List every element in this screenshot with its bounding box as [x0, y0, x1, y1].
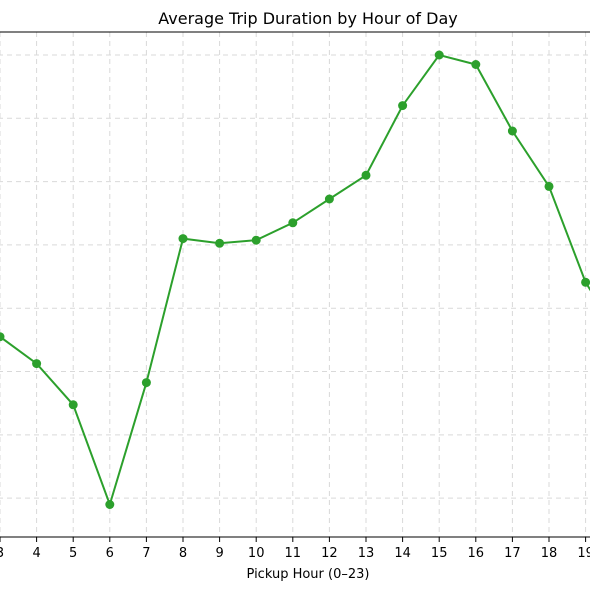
x-tick-label: 8: [179, 546, 187, 561]
data-point: [581, 277, 590, 287]
data-point: [178, 234, 188, 244]
data-point: [0, 332, 5, 342]
data-point: [288, 218, 298, 228]
x-tick-label: 17: [504, 546, 521, 561]
x-axis-title: Pickup Hour (0–23): [247, 567, 370, 582]
data-point: [361, 170, 371, 180]
x-tick-label: 7: [142, 546, 150, 561]
x-axis-ticks: 3 4 5 6 7 8 9 10 11 12 13 14 15 16 17 18 19: [0, 537, 590, 561]
x-tick-label: 19: [577, 546, 590, 561]
data-point: [324, 194, 334, 204]
x-tick-label: 3: [0, 546, 4, 561]
data-point: [141, 378, 151, 388]
data-point: [105, 500, 115, 509]
data-point: [68, 400, 78, 410]
plot-frame: [0, 31, 590, 538]
x-tick-label: 16: [468, 546, 485, 561]
series-layer: [0, 50, 590, 509]
x-tick-label: 12: [321, 546, 338, 561]
x-tick-label: 10: [248, 546, 265, 561]
grid-lines: [0, 32, 590, 537]
x-tick-label: 15: [431, 546, 448, 561]
data-point: [471, 60, 481, 69]
x-tick-label: 5: [69, 546, 77, 561]
x-tick-label: 18: [541, 546, 558, 561]
x-tick-label: 4: [32, 546, 40, 561]
x-tick-label: 9: [215, 546, 223, 561]
x-tick-label: 13: [358, 546, 375, 561]
x-tick-label: 14: [394, 546, 411, 561]
data-point: [215, 238, 225, 248]
data-point: [32, 359, 42, 369]
data-point: [544, 181, 554, 191]
chart-title: Average Trip Duration by Hour of Day: [158, 9, 458, 28]
x-tick-label: 11: [285, 546, 302, 561]
data-point: [398, 101, 408, 111]
data-point: [507, 126, 517, 136]
series-line: [0, 53, 590, 508]
data-point: [434, 50, 444, 60]
data-point: [251, 235, 261, 245]
x-tick-label: 6: [106, 546, 114, 561]
